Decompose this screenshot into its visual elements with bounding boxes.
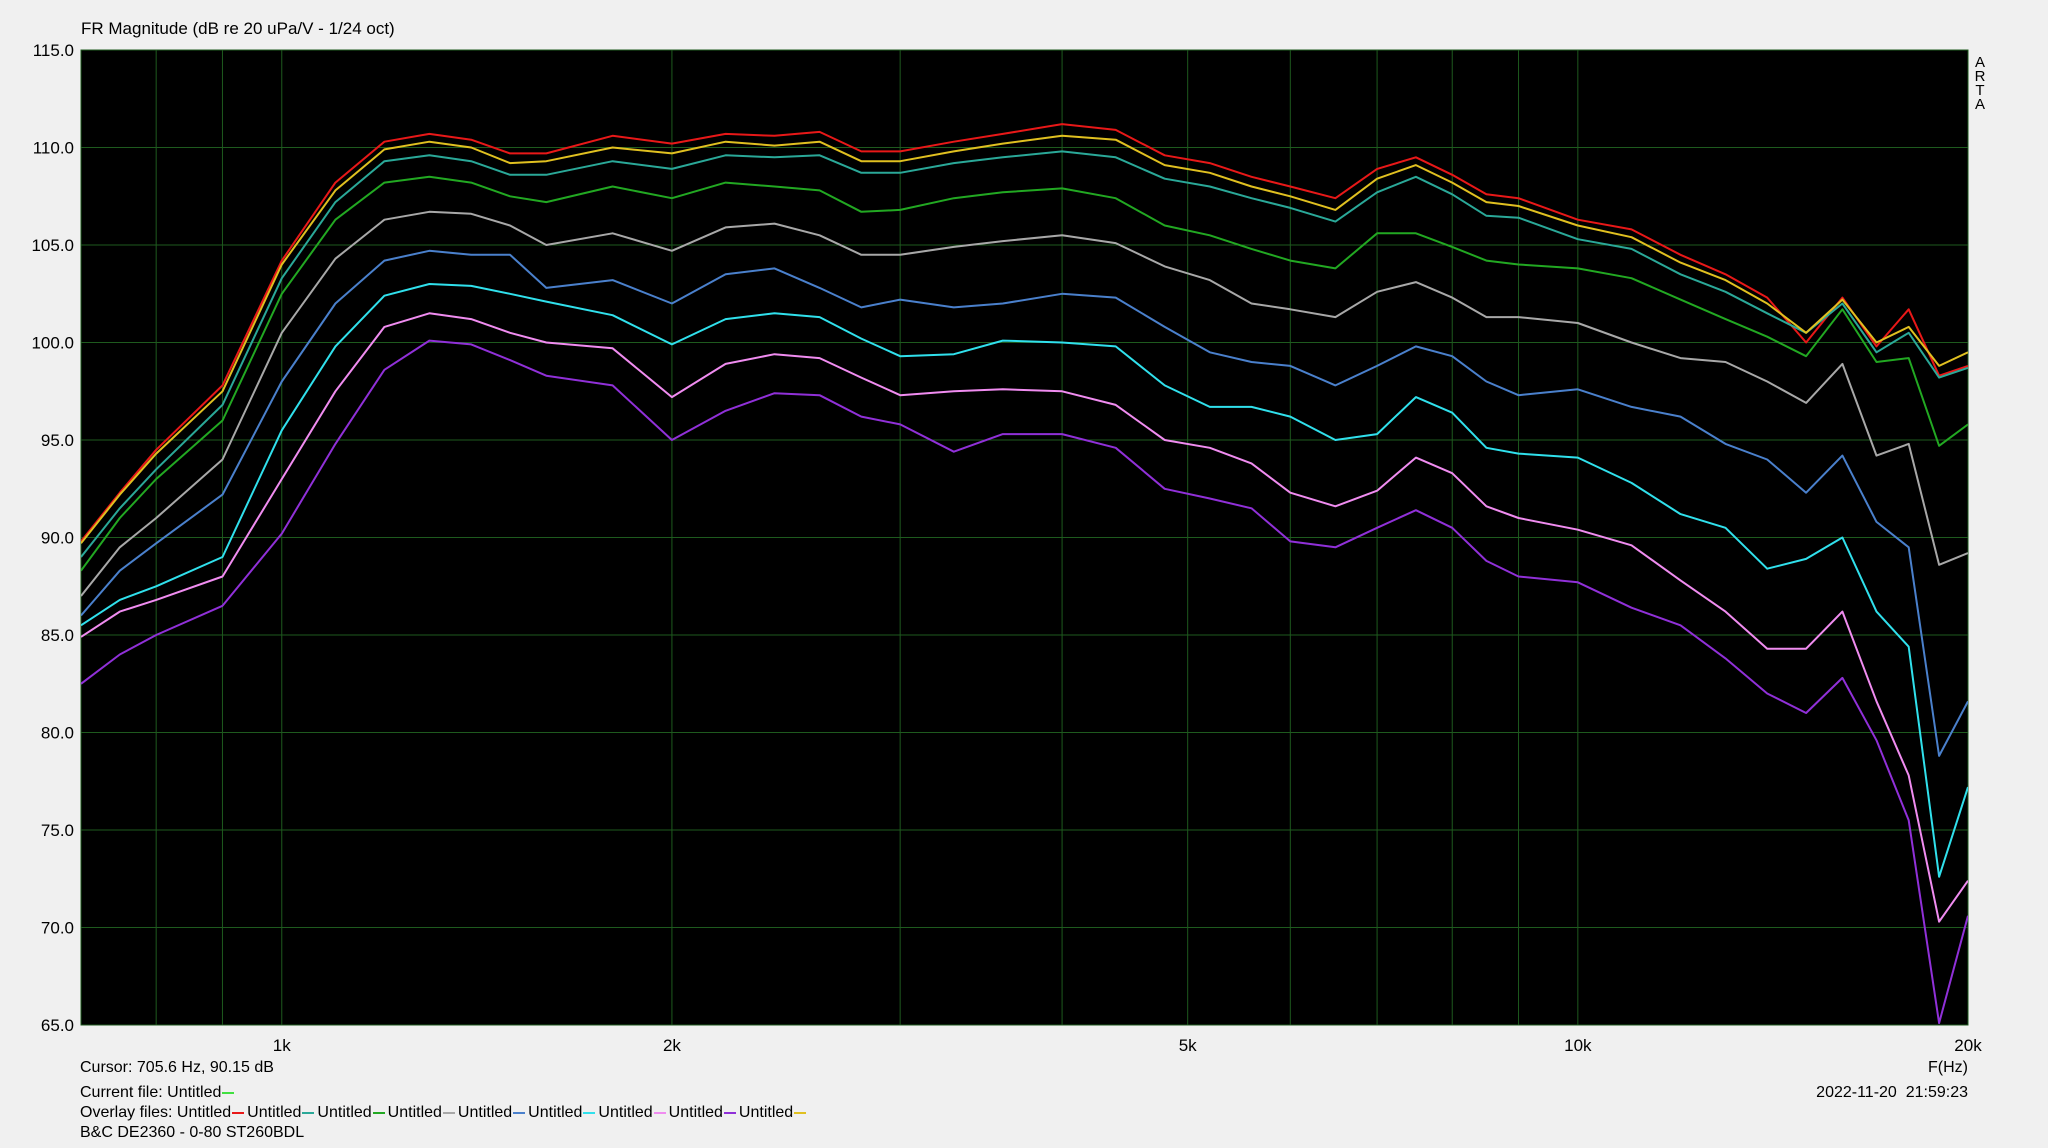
y-tick-label: 100.0 [31,334,74,353]
x-axis-label: F(Hz) [1928,1059,1968,1076]
y-tick-label: 95.0 [41,431,74,450]
series-line [81,123,1968,543]
legend-entry: Untitled [528,1104,598,1121]
current-file-swatch [222,1091,235,1094]
legend-swatch [232,1111,245,1114]
legend-entry: Untitled [669,1104,739,1121]
legend-entry: Untitled [177,1104,247,1121]
chart: FR Magnitude (dB re 20 uPa/V - 1/24 oct)… [31,19,1989,1055]
legend-label: Untitled [668,1104,723,1121]
y-tick-label: 110.0 [33,139,74,158]
legend-swatch [653,1111,666,1114]
legend-label: Untitled [598,1104,653,1121]
legend-swatch [794,1111,807,1114]
current-file-name: Untitled [167,1084,222,1101]
y-tick-label: 65.0 [41,1016,74,1035]
legend-label: Untitled [738,1104,794,1121]
series-line [81,134,1968,544]
legend-entry: Untitled [598,1104,668,1121]
legend-swatch [442,1111,455,1114]
series-line [81,312,1968,923]
legend-label: Untitled [387,1104,442,1121]
device-name: B&C DE2360 - 0-80 ST260BDL [80,1124,305,1141]
legend-entry: Untitled [739,1104,809,1121]
x-tick-label: 2k [663,1036,681,1055]
y-tick-label: 80.0 [41,724,74,743]
legend-swatch [513,1111,526,1114]
legend-swatch [302,1111,315,1114]
legend-swatch [723,1111,736,1114]
y-tick-label: 75.0 [41,821,74,840]
legend-swatch [372,1111,385,1114]
x-tick-label: 10k [1564,1036,1592,1055]
series-line [81,210,1968,597]
legend-label: Untitled [176,1104,232,1121]
series-line [81,339,1968,1025]
x-tick-label: 5k [1179,1036,1197,1055]
legend-swatch [583,1111,596,1114]
legend: Overlay files: Untitled Untitled Untitled U… [80,1103,809,1123]
series-line [81,283,1968,878]
cursor-readout: Cursor: 705.6 Hz, 90.15 dB [80,1059,274,1076]
legend-entry: Untitled [317,1104,387,1121]
timestamp: 2022-11-20 21:59:23 [1816,1084,1968,1101]
legend-entry: Untitled [388,1104,458,1121]
chart-title: FR Magnitude (dB re 20 uPa/V - 1/24 oct) [81,19,395,38]
x-tick-label: 1k [273,1036,291,1055]
legend-label: Untitled [528,1104,583,1121]
series-line [81,150,1968,558]
brand-label: ARTA [1972,54,1989,110]
y-tick-label: 90.0 [41,529,74,548]
y-tick-label: 105.0 [31,236,74,255]
legend-label: Untitled [247,1104,302,1121]
series-line [81,249,1968,757]
x-tick-label: 20k [1954,1036,1982,1055]
y-tick-label: 115.0 [33,41,74,60]
legend-entry: Untitled [458,1104,528,1121]
y-tick-label: 85.0 [41,626,74,645]
current-file: Current file: Untitled [80,1083,237,1103]
y-tick-label: 70.0 [41,919,74,938]
legend-entry: Untitled [247,1104,317,1121]
current-file-label: Current file: [80,1084,163,1101]
legend-title: Overlay files: [80,1104,173,1121]
series-line [81,175,1968,572]
legend-label: Untitled [317,1104,372,1121]
legend-label: Untitled [457,1104,513,1121]
